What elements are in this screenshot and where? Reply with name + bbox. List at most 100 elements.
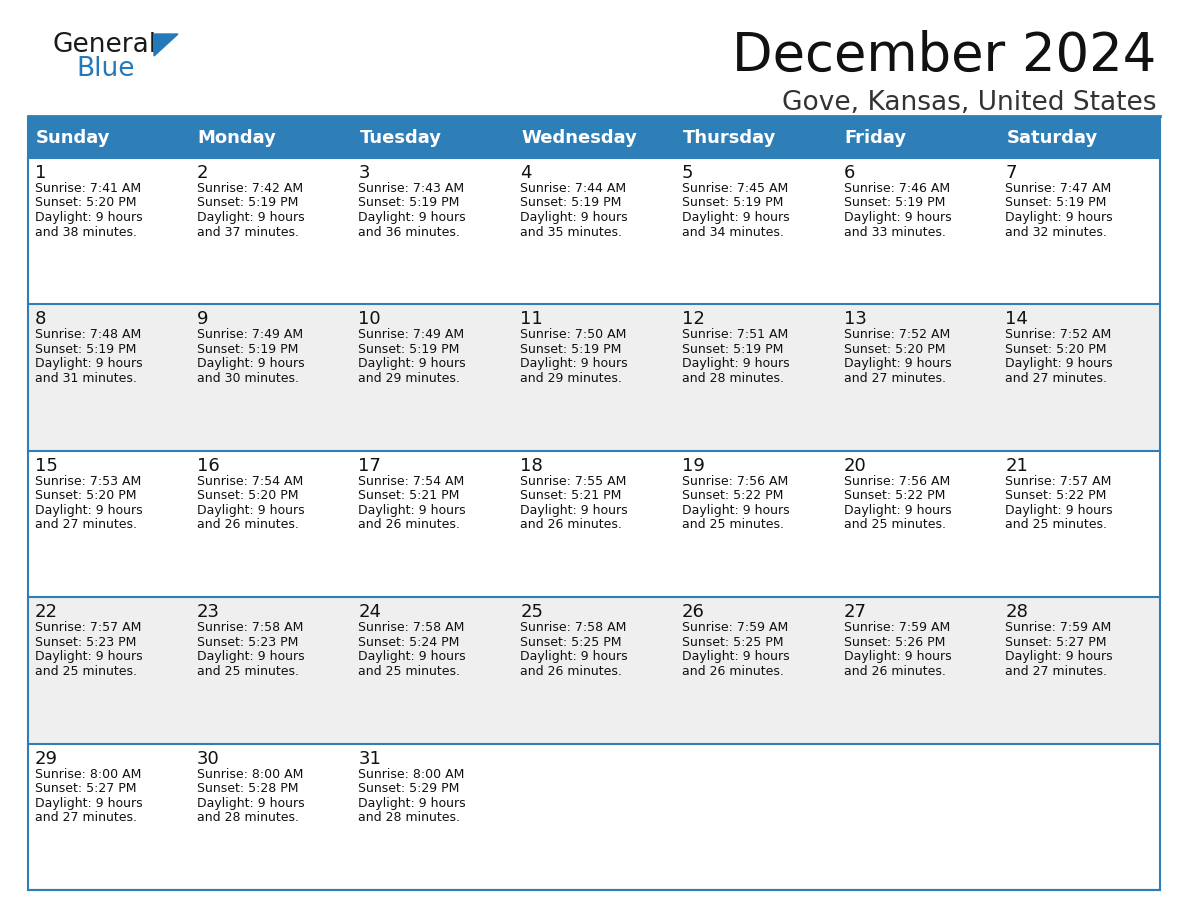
- Text: Sunrise: 7:59 AM: Sunrise: 7:59 AM: [843, 621, 950, 634]
- Text: and 37 minutes.: and 37 minutes.: [197, 226, 298, 239]
- Text: Daylight: 9 hours: Daylight: 9 hours: [520, 357, 627, 370]
- Text: Sunrise: 7:56 AM: Sunrise: 7:56 AM: [682, 475, 788, 487]
- Text: and 26 minutes.: and 26 minutes.: [843, 665, 946, 677]
- Text: and 36 minutes.: and 36 minutes.: [359, 226, 460, 239]
- Text: Daylight: 9 hours: Daylight: 9 hours: [682, 357, 790, 370]
- Text: and 25 minutes.: and 25 minutes.: [682, 519, 784, 532]
- Bar: [29, 598, 1159, 744]
- Text: General: General: [52, 32, 156, 58]
- Text: and 28 minutes.: and 28 minutes.: [359, 812, 461, 824]
- Text: 23: 23: [197, 603, 220, 621]
- Text: 21: 21: [1005, 457, 1028, 475]
- Text: Sunset: 5:25 PM: Sunset: 5:25 PM: [520, 635, 621, 649]
- Text: Sunrise: 8:00 AM: Sunrise: 8:00 AM: [359, 767, 465, 780]
- Text: 6: 6: [843, 164, 855, 182]
- Text: Daylight: 9 hours: Daylight: 9 hours: [34, 650, 143, 663]
- Text: 26: 26: [682, 603, 704, 621]
- Text: Daylight: 9 hours: Daylight: 9 hours: [197, 504, 304, 517]
- Text: Sunset: 5:19 PM: Sunset: 5:19 PM: [682, 196, 783, 209]
- Text: Sunset: 5:19 PM: Sunset: 5:19 PM: [34, 343, 137, 356]
- Text: 12: 12: [682, 310, 704, 329]
- Text: Sunset: 5:27 PM: Sunset: 5:27 PM: [1005, 635, 1107, 649]
- Text: Sunset: 5:19 PM: Sunset: 5:19 PM: [682, 343, 783, 356]
- Bar: [29, 305, 1159, 451]
- Text: Daylight: 9 hours: Daylight: 9 hours: [197, 797, 304, 810]
- Text: 31: 31: [359, 750, 381, 767]
- Text: Daylight: 9 hours: Daylight: 9 hours: [843, 650, 952, 663]
- Text: and 32 minutes.: and 32 minutes.: [1005, 226, 1107, 239]
- Text: Sunset: 5:20 PM: Sunset: 5:20 PM: [843, 343, 946, 356]
- Text: and 25 minutes.: and 25 minutes.: [34, 665, 137, 677]
- Text: Sunrise: 7:52 AM: Sunrise: 7:52 AM: [843, 329, 950, 341]
- Text: Sunrise: 7:54 AM: Sunrise: 7:54 AM: [197, 475, 303, 487]
- Text: Daylight: 9 hours: Daylight: 9 hours: [34, 504, 143, 517]
- Text: 28: 28: [1005, 603, 1028, 621]
- Text: Sunrise: 7:51 AM: Sunrise: 7:51 AM: [682, 329, 788, 341]
- Text: 15: 15: [34, 457, 58, 475]
- Text: Daylight: 9 hours: Daylight: 9 hours: [682, 504, 790, 517]
- Text: Daylight: 9 hours: Daylight: 9 hours: [1005, 211, 1113, 224]
- Text: 24: 24: [359, 603, 381, 621]
- Text: and 29 minutes.: and 29 minutes.: [359, 372, 460, 385]
- Text: Daylight: 9 hours: Daylight: 9 hours: [359, 650, 466, 663]
- Text: and 26 minutes.: and 26 minutes.: [197, 519, 298, 532]
- Text: and 25 minutes.: and 25 minutes.: [1005, 519, 1107, 532]
- Text: Sunset: 5:22 PM: Sunset: 5:22 PM: [1005, 489, 1107, 502]
- Text: Sunrise: 7:57 AM: Sunrise: 7:57 AM: [1005, 475, 1112, 487]
- Text: 1: 1: [34, 164, 46, 182]
- Text: Wednesday: Wednesday: [522, 129, 637, 147]
- Text: 11: 11: [520, 310, 543, 329]
- Text: Sunrise: 7:42 AM: Sunrise: 7:42 AM: [197, 182, 303, 195]
- Text: 13: 13: [843, 310, 866, 329]
- Text: Sunset: 5:24 PM: Sunset: 5:24 PM: [359, 635, 460, 649]
- Text: Sunrise: 7:59 AM: Sunrise: 7:59 AM: [1005, 621, 1112, 634]
- Text: 27: 27: [843, 603, 866, 621]
- Text: and 27 minutes.: and 27 minutes.: [34, 812, 137, 824]
- Text: Sunset: 5:21 PM: Sunset: 5:21 PM: [520, 489, 621, 502]
- Text: 10: 10: [359, 310, 381, 329]
- Text: Sunrise: 7:58 AM: Sunrise: 7:58 AM: [520, 621, 626, 634]
- Text: Daylight: 9 hours: Daylight: 9 hours: [520, 504, 627, 517]
- Text: and 38 minutes.: and 38 minutes.: [34, 226, 137, 239]
- Text: Sunrise: 7:49 AM: Sunrise: 7:49 AM: [359, 329, 465, 341]
- Bar: [29, 118, 1159, 890]
- Text: Daylight: 9 hours: Daylight: 9 hours: [682, 211, 790, 224]
- Text: and 34 minutes.: and 34 minutes.: [682, 226, 784, 239]
- Text: 20: 20: [843, 457, 866, 475]
- Text: Sunrise: 8:00 AM: Sunrise: 8:00 AM: [197, 767, 303, 780]
- Text: 8: 8: [34, 310, 46, 329]
- Text: Sunset: 5:19 PM: Sunset: 5:19 PM: [197, 196, 298, 209]
- Text: Sunrise: 7:47 AM: Sunrise: 7:47 AM: [1005, 182, 1112, 195]
- Text: 2: 2: [197, 164, 208, 182]
- Text: Sunset: 5:22 PM: Sunset: 5:22 PM: [843, 489, 944, 502]
- Text: Sunrise: 7:45 AM: Sunrise: 7:45 AM: [682, 182, 788, 195]
- Text: Daylight: 9 hours: Daylight: 9 hours: [197, 211, 304, 224]
- Text: and 35 minutes.: and 35 minutes.: [520, 226, 623, 239]
- Text: Sunrise: 8:00 AM: Sunrise: 8:00 AM: [34, 767, 141, 780]
- Text: and 27 minutes.: and 27 minutes.: [843, 372, 946, 385]
- Text: Sunrise: 7:41 AM: Sunrise: 7:41 AM: [34, 182, 141, 195]
- Text: Sunset: 5:19 PM: Sunset: 5:19 PM: [520, 196, 621, 209]
- Text: 25: 25: [520, 603, 543, 621]
- Text: and 28 minutes.: and 28 minutes.: [682, 372, 784, 385]
- Text: and 26 minutes.: and 26 minutes.: [520, 519, 623, 532]
- Text: Daylight: 9 hours: Daylight: 9 hours: [843, 211, 952, 224]
- Text: Sunrise: 7:59 AM: Sunrise: 7:59 AM: [682, 621, 788, 634]
- Text: Sunrise: 7:57 AM: Sunrise: 7:57 AM: [34, 621, 141, 634]
- Text: 17: 17: [359, 457, 381, 475]
- Text: and 30 minutes.: and 30 minutes.: [197, 372, 298, 385]
- Text: Sunset: 5:25 PM: Sunset: 5:25 PM: [682, 635, 783, 649]
- Text: Sunset: 5:19 PM: Sunset: 5:19 PM: [359, 196, 460, 209]
- Text: Daylight: 9 hours: Daylight: 9 hours: [520, 650, 627, 663]
- Text: Sunrise: 7:43 AM: Sunrise: 7:43 AM: [359, 182, 465, 195]
- Text: Sunset: 5:19 PM: Sunset: 5:19 PM: [197, 343, 298, 356]
- Text: Sunset: 5:19 PM: Sunset: 5:19 PM: [1005, 196, 1107, 209]
- Text: Daylight: 9 hours: Daylight: 9 hours: [1005, 650, 1113, 663]
- Text: and 25 minutes.: and 25 minutes.: [359, 665, 461, 677]
- Text: and 31 minutes.: and 31 minutes.: [34, 372, 137, 385]
- Text: and 26 minutes.: and 26 minutes.: [682, 665, 784, 677]
- Text: 22: 22: [34, 603, 58, 621]
- Text: 4: 4: [520, 164, 532, 182]
- Text: Daylight: 9 hours: Daylight: 9 hours: [34, 357, 143, 370]
- Text: Saturday: Saturday: [1006, 129, 1098, 147]
